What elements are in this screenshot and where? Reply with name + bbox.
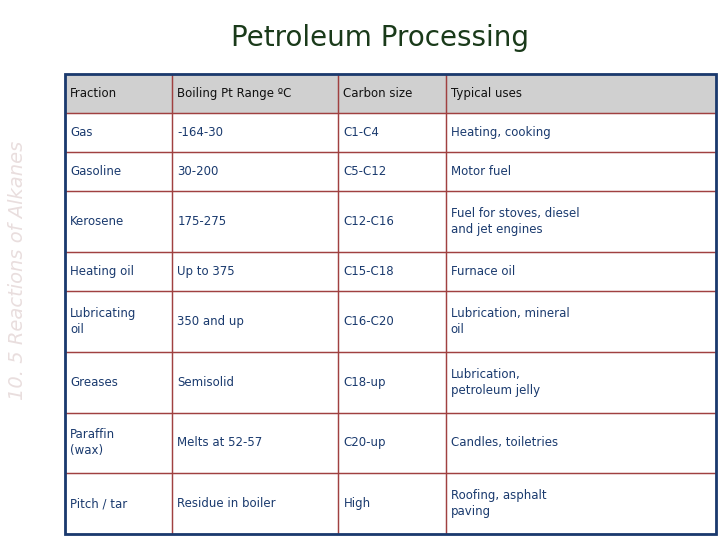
Bar	[65, 192, 716, 252]
Bar	[65, 352, 716, 413]
Text: Candles, toiletries: Candles, toiletries	[451, 436, 558, 449]
Text: 175-275: 175-275	[177, 215, 227, 228]
Bar	[65, 474, 716, 534]
Text: Typical uses: Typical uses	[451, 87, 522, 100]
Bar	[65, 413, 172, 474]
Bar	[446, 113, 716, 152]
Bar	[172, 474, 338, 534]
Text: Paraffin
(wax): Paraffin (wax)	[70, 428, 115, 457]
Bar	[446, 474, 716, 534]
Bar	[65, 74, 716, 113]
Bar	[338, 352, 446, 413]
Text: Greases: Greases	[70, 376, 118, 389]
Bar	[446, 413, 716, 474]
Text: C20-up: C20-up	[343, 436, 386, 449]
Text: Carbon size: Carbon size	[343, 87, 413, 100]
Bar	[65, 152, 716, 192]
Bar	[446, 252, 716, 291]
Text: C5-C12: C5-C12	[343, 165, 387, 178]
Text: Semisolid: Semisolid	[177, 376, 235, 389]
Bar	[65, 352, 172, 413]
Text: Roofing, asphalt
paving: Roofing, asphalt paving	[451, 489, 546, 518]
Text: Boiling Pt Range ºC: Boiling Pt Range ºC	[177, 87, 292, 100]
Bar	[172, 113, 338, 152]
Text: Residue in boiler: Residue in boiler	[177, 497, 276, 510]
Text: C1-C4: C1-C4	[343, 126, 379, 139]
Bar	[338, 291, 446, 352]
Text: Petroleum Processing: Petroleum Processing	[231, 24, 529, 52]
Bar	[338, 74, 446, 113]
Text: Lubricating
oil: Lubricating oil	[70, 307, 136, 336]
Bar	[65, 192, 172, 252]
Text: 10. 5 Reactions of Alkanes: 10. 5 Reactions of Alkanes	[9, 140, 27, 400]
Text: Up to 375: Up to 375	[177, 265, 235, 278]
Text: Fraction: Fraction	[70, 87, 117, 100]
Bar	[172, 291, 338, 352]
Bar	[338, 192, 446, 252]
Bar	[65, 74, 172, 113]
Bar	[65, 113, 172, 152]
Bar	[172, 252, 338, 291]
Text: Melts at 52-57: Melts at 52-57	[177, 436, 263, 449]
Bar	[172, 74, 338, 113]
Bar	[338, 113, 446, 152]
Text: Heating, cooking: Heating, cooking	[451, 126, 551, 139]
Bar	[65, 252, 716, 291]
Bar	[338, 413, 446, 474]
Text: Kerosene: Kerosene	[70, 215, 125, 228]
Text: Pitch / tar: Pitch / tar	[70, 497, 127, 510]
Bar	[65, 291, 172, 352]
Bar	[446, 291, 716, 352]
Text: C16-C20: C16-C20	[343, 315, 394, 328]
Bar	[446, 352, 716, 413]
Text: -164-30: -164-30	[177, 126, 223, 139]
Text: C12-C16: C12-C16	[343, 215, 395, 228]
Text: C15-C18: C15-C18	[343, 265, 394, 278]
Text: Lubrication,
petroleum jelly: Lubrication, petroleum jelly	[451, 368, 540, 397]
Text: Gasoline: Gasoline	[70, 165, 121, 178]
Bar	[172, 192, 338, 252]
Bar	[338, 474, 446, 534]
Text: Furnace oil: Furnace oil	[451, 265, 515, 278]
Bar	[338, 152, 446, 192]
Bar	[65, 474, 172, 534]
Text: 30-200: 30-200	[177, 165, 219, 178]
Bar	[446, 152, 716, 192]
Bar	[65, 252, 172, 291]
Bar	[65, 291, 716, 352]
Bar	[172, 352, 338, 413]
Text: Motor fuel: Motor fuel	[451, 165, 511, 178]
Text: Lubrication, mineral
oil: Lubrication, mineral oil	[451, 307, 570, 336]
Text: Heating oil: Heating oil	[70, 265, 134, 278]
Bar	[65, 113, 716, 152]
Bar	[172, 152, 338, 192]
Text: 350 and up: 350 and up	[177, 315, 244, 328]
Bar	[446, 74, 716, 113]
Bar	[65, 74, 716, 534]
Bar	[338, 252, 446, 291]
Text: High: High	[343, 497, 371, 510]
Text: C18-up: C18-up	[343, 376, 386, 389]
Text: Fuel for stoves, diesel
and jet engines: Fuel for stoves, diesel and jet engines	[451, 207, 580, 237]
Bar	[446, 192, 716, 252]
Text: Gas: Gas	[70, 126, 92, 139]
Bar	[172, 413, 338, 474]
Bar	[65, 152, 172, 192]
Bar	[65, 413, 716, 474]
